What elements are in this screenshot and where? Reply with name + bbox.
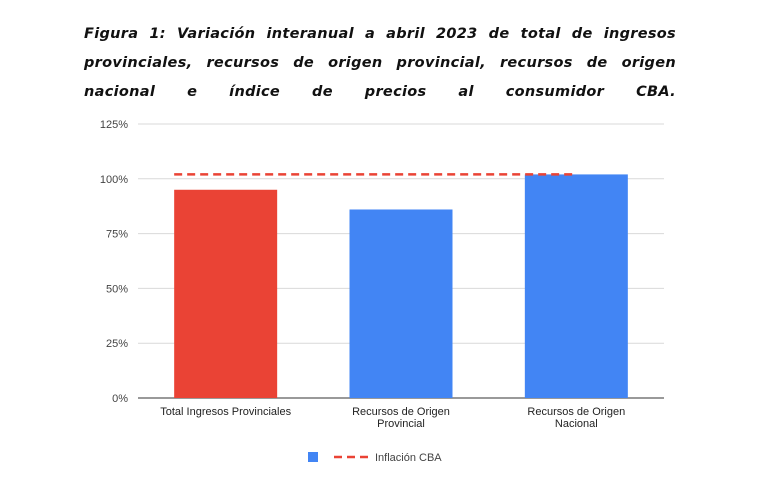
x-tick-label: Total Ingresos Provinciales: [160, 406, 291, 418]
y-tick-label: 75%: [106, 229, 128, 241]
legend: Inflación CBA: [308, 452, 442, 464]
y-tick-label: 100%: [100, 174, 128, 186]
y-tick-label: 50%: [106, 283, 128, 295]
bar: [349, 209, 453, 398]
x-axis-labels: Total Ingresos Provinciales Recursos de O…: [160, 406, 625, 430]
legend-swatch: [308, 452, 318, 462]
figure-caption: Figura 1: Variación interanual a abril 2…: [84, 26, 676, 100]
x-tick-label: Recursos de Origen: [527, 406, 625, 418]
bar: [174, 189, 278, 398]
bars: [174, 174, 628, 398]
x-tick-label: Provincial: [377, 418, 425, 430]
y-axis-labels: 0% 25% 50% 75% 100% 125%: [100, 119, 128, 405]
bar: [524, 174, 628, 398]
y-tick-label: 125%: [100, 119, 128, 131]
y-tick-label: 0%: [112, 393, 128, 405]
y-tick-label: 25%: [106, 338, 128, 350]
x-tick-label: Nacional: [555, 418, 598, 430]
legend-label: Inflación CBA: [375, 452, 442, 464]
x-tick-label: Recursos de Origen: [352, 406, 450, 418]
